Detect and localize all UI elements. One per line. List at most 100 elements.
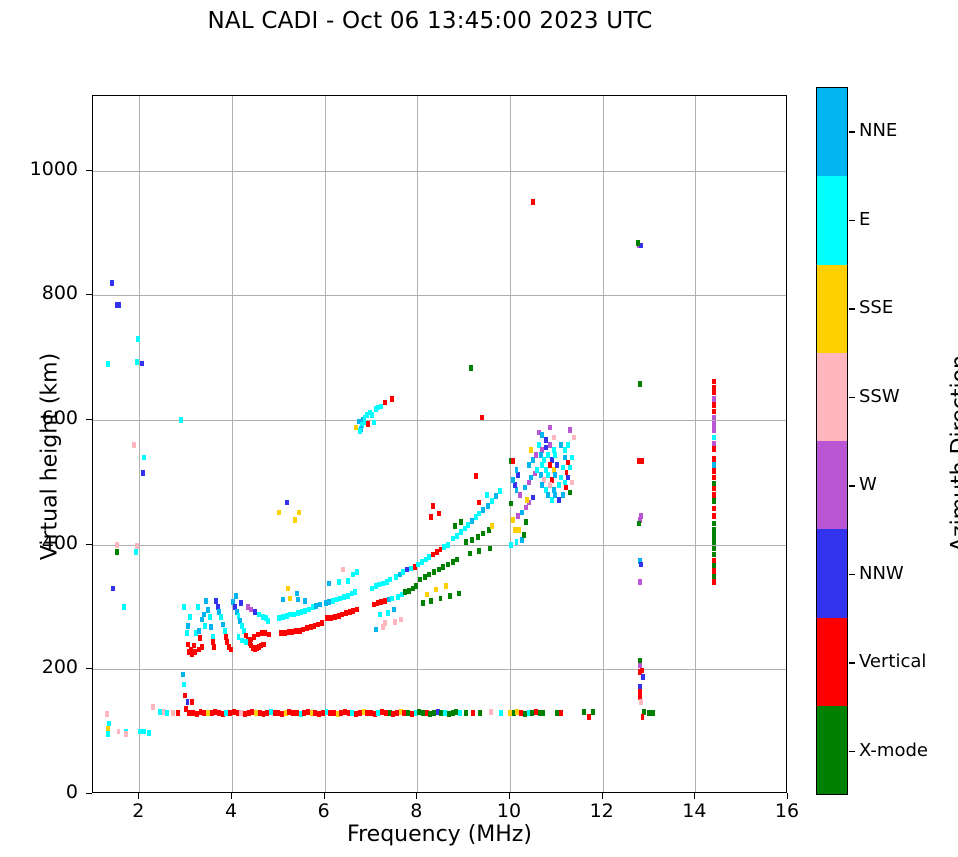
data-point xyxy=(485,503,490,509)
data-point xyxy=(637,688,642,695)
data-point xyxy=(213,708,218,715)
data-point xyxy=(490,523,495,529)
data-point xyxy=(531,494,536,501)
x-axis-tick-label: 14 xyxy=(682,800,707,822)
data-point xyxy=(141,470,145,476)
data-point xyxy=(562,447,567,453)
data-point xyxy=(301,626,306,633)
data-point xyxy=(373,583,378,589)
data-point xyxy=(540,432,545,438)
data-point xyxy=(394,574,398,580)
data-point xyxy=(536,429,541,436)
data-point xyxy=(235,710,240,716)
gridline-horizontal xyxy=(93,170,786,172)
data-point xyxy=(711,551,716,558)
data-point xyxy=(711,498,716,504)
data-point xyxy=(288,595,293,602)
data-point xyxy=(514,467,519,473)
data-point xyxy=(538,472,543,478)
data-point xyxy=(397,571,402,578)
data-point xyxy=(571,434,576,441)
data-point xyxy=(184,630,189,636)
colorbar-segment-vertical[interactable] xyxy=(817,617,847,706)
data-point xyxy=(418,576,423,583)
data-point xyxy=(202,611,207,618)
data-point xyxy=(566,459,571,466)
colorbar-segment-nne[interactable] xyxy=(817,88,847,177)
data-point xyxy=(638,561,643,568)
data-point xyxy=(363,419,368,426)
data-point xyxy=(432,710,436,716)
data-point xyxy=(272,710,277,716)
data-point xyxy=(239,600,244,607)
x-axis-tick xyxy=(323,793,325,799)
plot-area[interactable] xyxy=(92,95,787,793)
data-point xyxy=(547,482,552,488)
colorbar-segment-w[interactable] xyxy=(817,441,847,530)
data-point xyxy=(350,710,355,716)
data-point xyxy=(253,609,258,615)
data-point xyxy=(306,606,311,613)
data-point xyxy=(345,593,350,599)
data-point xyxy=(477,548,482,554)
data-point xyxy=(711,440,716,447)
data-point xyxy=(199,616,204,623)
y-axis-tick xyxy=(86,543,92,545)
colorbar-segment-ssw[interactable] xyxy=(817,352,847,441)
data-point xyxy=(563,484,568,491)
colorbar-label-w: W xyxy=(859,474,877,496)
data-point xyxy=(211,639,216,645)
data-point xyxy=(523,519,528,526)
colorbar-tick xyxy=(849,219,855,222)
data-point xyxy=(711,545,716,552)
data-point xyxy=(209,624,214,630)
data-point xyxy=(295,610,300,617)
data-point xyxy=(265,710,270,716)
data-point xyxy=(338,595,343,602)
x-axis-tick xyxy=(416,793,418,799)
colorbar-tick xyxy=(849,750,855,753)
data-point xyxy=(470,518,474,524)
data-point xyxy=(124,731,129,737)
data-point xyxy=(313,710,318,716)
data-point xyxy=(547,442,552,448)
data-point xyxy=(399,591,404,598)
x-axis-label: Frequency (MHz) xyxy=(347,822,532,847)
data-point xyxy=(424,591,429,598)
data-point xyxy=(591,708,596,715)
colorbar-segment-nnw[interactable] xyxy=(817,529,847,618)
data-point xyxy=(433,586,438,593)
data-point xyxy=(473,514,478,521)
data-point xyxy=(391,711,396,718)
data-point xyxy=(377,581,382,588)
data-point xyxy=(398,616,403,623)
colorbar-segment-x-mode[interactable] xyxy=(817,705,847,794)
data-point xyxy=(303,607,308,614)
data-point xyxy=(450,535,455,542)
data-point xyxy=(357,710,362,716)
data-point xyxy=(317,711,322,718)
colorbar[interactable] xyxy=(816,87,848,795)
data-point xyxy=(375,600,380,607)
x-axis-tick xyxy=(787,793,788,799)
data-point xyxy=(233,593,238,599)
data-point xyxy=(369,412,374,418)
data-point xyxy=(245,604,250,610)
data-point xyxy=(650,710,655,716)
y-axis-tick-label: 0 xyxy=(65,781,78,803)
data-point xyxy=(711,568,716,574)
data-point xyxy=(639,458,644,464)
data-point xyxy=(202,710,207,716)
data-point xyxy=(711,558,716,564)
colorbar-segment-sse[interactable] xyxy=(817,264,847,353)
data-point xyxy=(324,708,329,715)
data-point xyxy=(443,710,448,716)
colorbar-segment-e[interactable] xyxy=(817,176,847,265)
data-point xyxy=(292,611,297,618)
data-point xyxy=(283,710,288,716)
data-point xyxy=(508,541,513,548)
data-point xyxy=(546,492,550,498)
data-point xyxy=(508,710,512,716)
data-point xyxy=(519,710,524,716)
data-point xyxy=(549,457,554,463)
